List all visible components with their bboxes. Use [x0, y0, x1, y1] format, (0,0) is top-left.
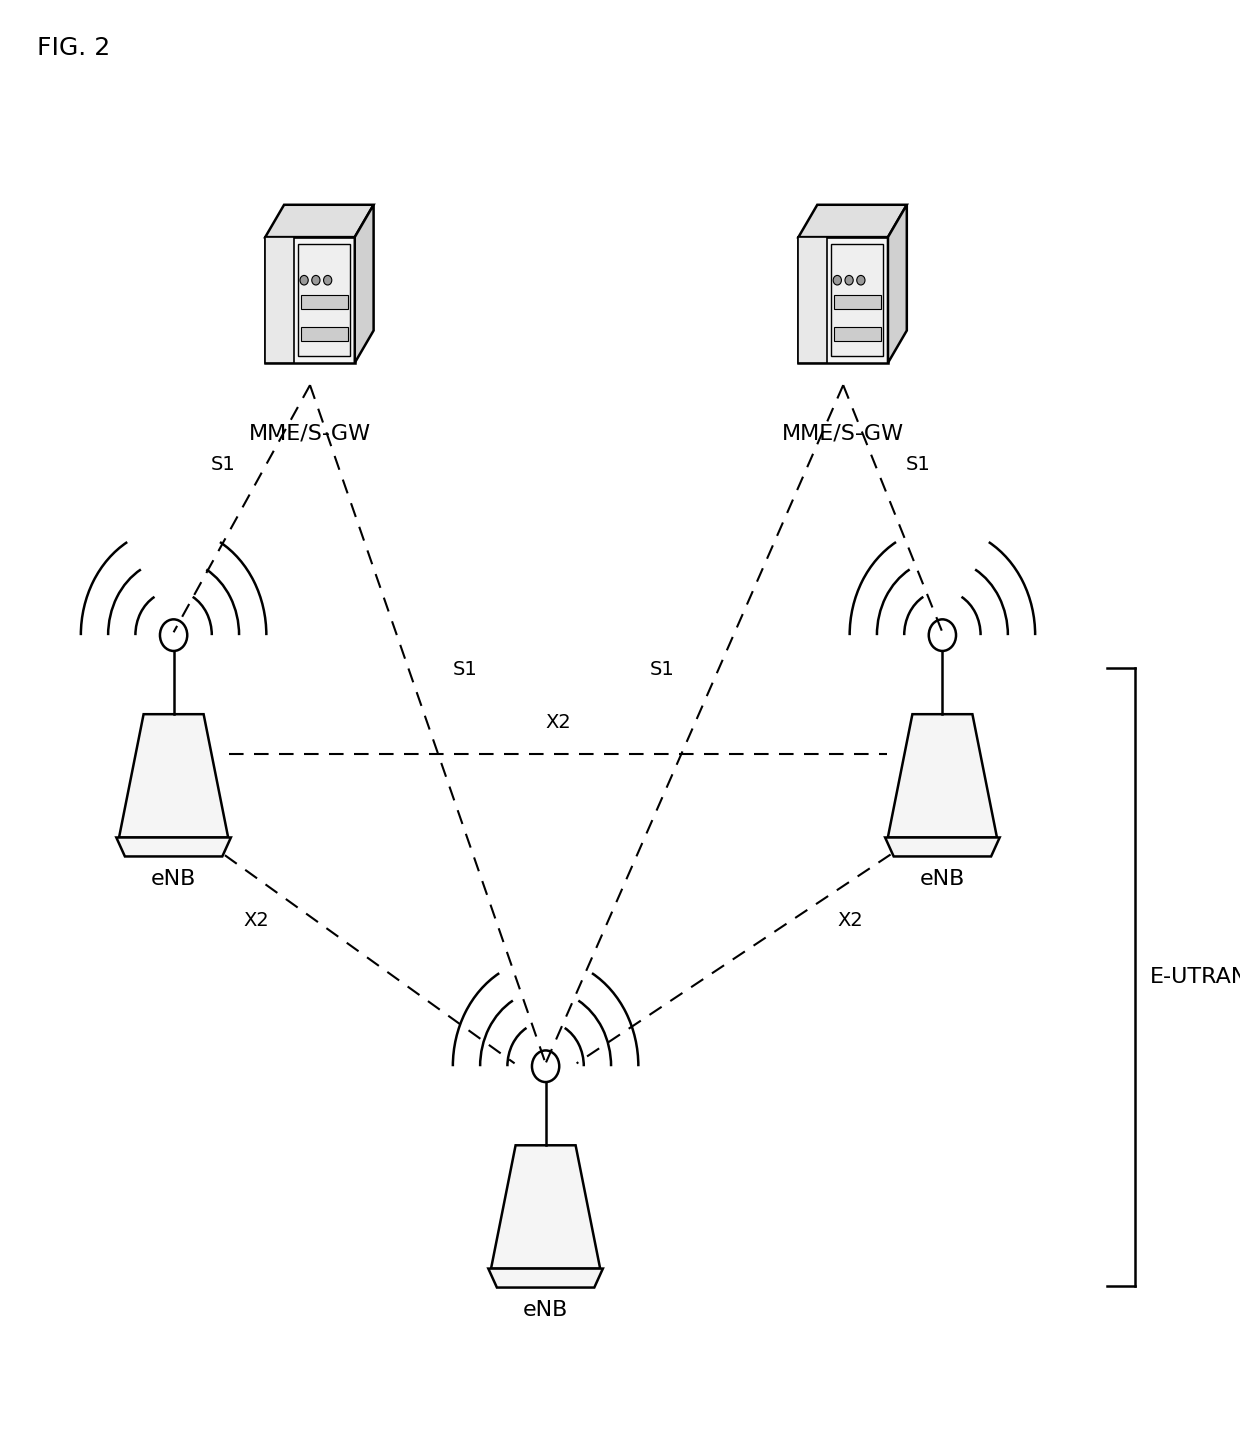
Polygon shape: [833, 295, 880, 309]
Polygon shape: [117, 838, 231, 856]
Circle shape: [300, 276, 309, 285]
Polygon shape: [888, 204, 906, 362]
Polygon shape: [799, 237, 888, 362]
Circle shape: [324, 276, 332, 285]
Text: eNB: eNB: [151, 869, 196, 890]
Polygon shape: [491, 1145, 600, 1269]
Polygon shape: [355, 204, 373, 362]
Polygon shape: [489, 1269, 603, 1288]
Polygon shape: [265, 237, 355, 362]
Polygon shape: [888, 714, 997, 838]
Circle shape: [857, 276, 866, 285]
Polygon shape: [799, 204, 906, 237]
Text: S1: S1: [906, 454, 931, 474]
Text: eNB: eNB: [523, 1300, 568, 1321]
Polygon shape: [799, 237, 827, 362]
Text: X2: X2: [546, 713, 570, 733]
Text: eNB: eNB: [920, 869, 965, 890]
Circle shape: [833, 276, 842, 285]
Text: E-UTRAN: E-UTRAN: [1149, 967, 1240, 987]
Polygon shape: [119, 714, 228, 838]
Text: FIG. 2: FIG. 2: [37, 36, 110, 60]
Circle shape: [311, 276, 320, 285]
Text: X2: X2: [244, 911, 269, 930]
Text: MME/S-GW: MME/S-GW: [782, 424, 904, 444]
Polygon shape: [265, 237, 294, 362]
Polygon shape: [833, 326, 880, 341]
Polygon shape: [265, 204, 373, 237]
Text: X2: X2: [837, 911, 863, 930]
Polygon shape: [885, 838, 999, 856]
Polygon shape: [298, 244, 350, 355]
Text: S1: S1: [650, 661, 675, 680]
Text: MME/S-GW: MME/S-GW: [249, 424, 371, 444]
Text: S1: S1: [453, 661, 477, 680]
Polygon shape: [832, 244, 883, 355]
Polygon shape: [300, 295, 347, 309]
Polygon shape: [300, 326, 347, 341]
Text: S1: S1: [211, 454, 236, 474]
Circle shape: [844, 276, 853, 285]
